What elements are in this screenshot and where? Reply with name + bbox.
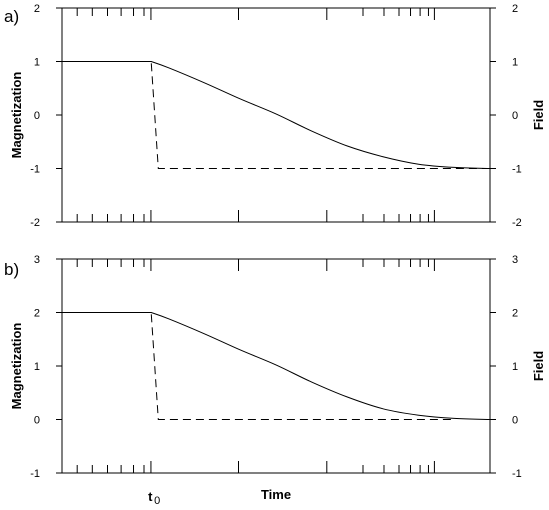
y-tick-label: 2: [34, 3, 40, 15]
magnetization-series-line: [62, 313, 490, 420]
y2-tick-label: 0: [512, 110, 518, 122]
y-tick-label: 1: [34, 57, 40, 69]
magnetization-series-line: [62, 62, 490, 169]
panel-label: a): [4, 7, 19, 26]
panel-label: b): [4, 260, 19, 279]
t0-marker-subscript: 0: [154, 495, 160, 507]
t0-marker-label: t: [148, 489, 153, 504]
y-tick-label: 0: [34, 415, 40, 427]
plot-frame: [62, 259, 490, 473]
y-tick-label: 1: [34, 361, 40, 373]
y-tick-label: -1: [30, 468, 40, 480]
y-tick-label: 2: [34, 308, 40, 320]
y2-tick-label: 2: [512, 308, 518, 320]
y2-axis-title: Field: [531, 100, 546, 130]
y-tick-label: -1: [30, 164, 40, 176]
y2-tick-label: -1: [512, 468, 522, 480]
y2-tick-label: -2: [512, 217, 522, 229]
y2-tick-label: 2: [512, 3, 518, 15]
plot-frame: [62, 8, 490, 222]
y-axis-title: Magnetization: [9, 72, 24, 159]
y-tick-label: 3: [34, 254, 40, 266]
y-tick-label: 0: [34, 110, 40, 122]
field-series-line: [62, 62, 490, 169]
y2-tick-label: -1: [512, 164, 522, 176]
y-tick-label: -2: [30, 217, 40, 229]
y2-tick-label: 1: [512, 57, 518, 69]
x-axis-title: Time: [261, 487, 291, 502]
y2-tick-label: 3: [512, 254, 518, 266]
field-series-line: [62, 313, 454, 420]
y2-tick-label: 1: [512, 361, 518, 373]
y-axis-title: Magnetization: [9, 323, 24, 410]
y2-tick-label: 0: [512, 415, 518, 427]
y2-axis-title: Field: [531, 351, 546, 381]
